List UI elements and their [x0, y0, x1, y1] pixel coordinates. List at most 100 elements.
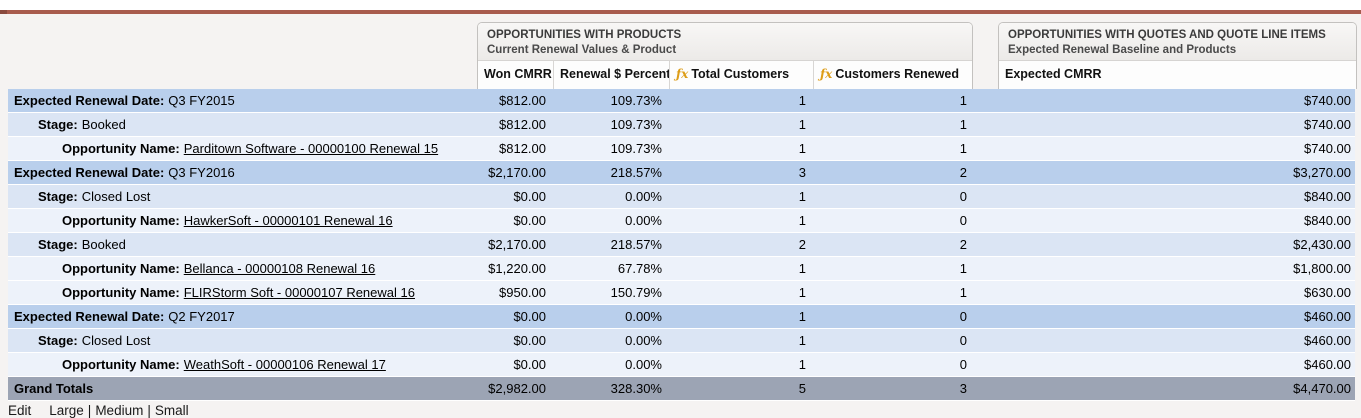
table-row: Expected Renewal Date: Q3 FY2016 $2,170.00… [8, 161, 1355, 185]
cell-renewal-percent: 218.57% [610, 165, 662, 180]
row-label-prefix: Opportunity Name: [62, 357, 180, 372]
table-row: Opportunity Name: HawkerSoft - 00000101 R… [8, 209, 1355, 233]
table-row: Stage: Booked $2,170.00 218.57% 2 2 $2,430.00 [8, 233, 1355, 257]
row-label-prefix: Stage: [38, 189, 78, 204]
row-label-prefix: Opportunity Name: [62, 285, 180, 300]
cell-customers-renewed: 1 [959, 117, 967, 132]
cell-total-customers: 1 [798, 213, 806, 228]
top-accent-bar-end [0, 10, 7, 14]
cell-total-customers: 1 [798, 189, 806, 204]
cell-customers-renewed: 1 [959, 285, 967, 300]
edit-link[interactable]: Edit [8, 403, 32, 418]
block-quotes-column-headers: Expected CMRR [999, 61, 1356, 89]
column-header-total-customers[interactable]: ƒx Total Customers [669, 61, 813, 89]
cell-expected-cmrr: $2,430.00 [1293, 237, 1351, 252]
row-label: Stage: Booked [8, 113, 477, 136]
cell-renewal-percent: 218.57% [610, 237, 662, 252]
table-row: Opportunity Name: FLIRStorm Soft - 000001… [8, 281, 1355, 305]
cell-won-cmrr: $0.00 [513, 357, 546, 372]
row-label-prefix: Opportunity Name: [62, 261, 180, 276]
cell-total-customers: 1 [798, 117, 806, 132]
row-label: Opportunity Name: Bellanca - 00000108 Ren… [8, 257, 477, 280]
row-label-value: Booked [81, 237, 126, 252]
cell-won-cmrr: $2,170.00 [488, 165, 546, 180]
top-white-strip [0, 0, 1361, 10]
block-title: OPPORTUNITIES WITH PRODUCTS [487, 29, 682, 41]
cell-customers-renewed: 0 [959, 189, 967, 204]
block-title: OPPORTUNITIES WITH QUOTES AND QUOTE LINE… [1008, 29, 1326, 41]
formula-icon: ƒx [820, 67, 833, 81]
cell-customers-renewed: 1 [959, 93, 967, 108]
cell-expected-cmrr: $840.00 [1304, 213, 1351, 228]
opportunity-link[interactable]: FLIRStorm Soft - 00000107 Renewal 16 [183, 285, 415, 300]
top-accent-bar [0, 10, 1361, 14]
cell-customers-renewed: 1 [959, 261, 967, 276]
cell-expected-cmrr: $740.00 [1304, 93, 1351, 108]
table-row: Stage: Booked $812.00 109.73% 1 1 $740.00 [8, 113, 1355, 137]
report-footer: Edit Large | Medium | Small [8, 403, 189, 418]
column-header-customers-renewed[interactable]: ƒx Customers Renewed [813, 61, 972, 89]
row-label-prefix: Stage: [38, 333, 78, 348]
cell-customers-renewed: 0 [959, 309, 967, 324]
cell-renewal-percent: 109.73% [610, 93, 662, 108]
column-header-expected-cmrr[interactable]: Expected CMRR [1005, 67, 1102, 81]
cell-expected-cmrr: $460.00 [1304, 309, 1351, 324]
row-label-value: Closed Lost [81, 333, 151, 348]
size-large-link[interactable]: Large [49, 403, 84, 418]
row-label-value: Closed Lost [81, 189, 151, 204]
cell-renewal-percent: 109.73% [610, 117, 662, 132]
block-products-column-headers: Won CMRR Renewal $ Percent ƒx Total Custo… [478, 61, 972, 89]
cell-total-customers: 1 [798, 285, 806, 300]
cell-total-customers: 1 [798, 309, 806, 324]
cell-renewal-percent: 0.00% [625, 333, 662, 348]
cell-total-customers: 1 [798, 357, 806, 372]
row-label-value: Booked [81, 117, 126, 132]
row-label: Expected Renewal Date: Q2 FY2017 [8, 305, 477, 328]
cell-renewal-percent: 0.00% [625, 357, 662, 372]
column-header-won-cmrr[interactable]: Won CMRR [484, 67, 552, 81]
cell-won-cmrr: $1,220.00 [488, 261, 546, 276]
table-row: Stage: Closed Lost $0.00 0.00% 1 0 $460.00 [8, 329, 1355, 353]
row-label: Opportunity Name: HawkerSoft - 00000101 R… [8, 209, 477, 232]
opportunity-link[interactable]: HawkerSoft - 00000101 Renewal 16 [183, 213, 393, 228]
block-subtitle: Current Renewal Values & Product [487, 44, 677, 56]
row-label: Stage: Closed Lost [8, 185, 477, 208]
cell-won-cmrr: $0.00 [513, 189, 546, 204]
row-label-value: Q3 FY2016 [168, 165, 235, 180]
row-label-prefix: Expected Renewal Date: [14, 165, 165, 180]
cell-won-cmrr: $812.00 [499, 93, 546, 108]
row-label-prefix: Expected Renewal Date: [14, 309, 165, 324]
report-body: Expected Renewal Date: Q3 FY2015 $812.00 10… [8, 89, 1355, 401]
cell-renewal-percent: 109.73% [610, 141, 662, 156]
cell-total-customers: 3 [798, 165, 806, 180]
opportunity-link[interactable]: Bellanca - 00000108 Renewal 16 [183, 261, 376, 276]
table-row: Opportunity Name: WeathSoft - 00000106 Re… [8, 353, 1355, 377]
cell-won-cmrr: $2,982.00 [488, 381, 546, 396]
size-medium-link[interactable]: Medium [95, 403, 144, 418]
cell-renewal-percent: 67.78% [617, 261, 662, 276]
row-label-prefix: Grand Totals [14, 381, 94, 396]
column-header-renewal-percent[interactable]: Renewal $ Percent [553, 61, 669, 89]
table-row: Expected Renewal Date: Q2 FY2017 $0.00 0.00… [8, 305, 1355, 329]
table-row: Expected Renewal Date: Q3 FY2015 $812.00 10… [8, 89, 1355, 113]
row-label: Opportunity Name: Parditown Software - 00… [8, 137, 477, 160]
block-products-panel: OPPORTUNITIES WITH PRODUCTS Current Rene… [477, 22, 973, 89]
cell-won-cmrr: $950.00 [499, 285, 546, 300]
cell-won-cmrr: $0.00 [513, 213, 546, 228]
cell-total-customers: 1 [798, 93, 806, 108]
cell-customers-renewed: 0 [959, 213, 967, 228]
opportunity-link[interactable]: Parditown Software - 00000100 Renewal 15 [183, 141, 439, 156]
opportunity-link[interactable]: WeathSoft - 00000106 Renewal 17 [183, 357, 386, 372]
row-label-prefix: Expected Renewal Date: [14, 93, 165, 108]
block-products-header: OPPORTUNITIES WITH PRODUCTS Current Rene… [478, 23, 972, 61]
footer-separator: | [87, 403, 92, 418]
cell-total-customers: 1 [798, 141, 806, 156]
cell-won-cmrr: $812.00 [499, 141, 546, 156]
size-small-link[interactable]: Small [154, 403, 189, 418]
block-quotes-panel: OPPORTUNITIES WITH QUOTES AND QUOTE LINE… [998, 22, 1357, 89]
cell-renewal-percent: 0.00% [625, 213, 662, 228]
cell-customers-renewed: 1 [959, 141, 967, 156]
cell-expected-cmrr: $4,470.00 [1293, 381, 1351, 396]
table-row: Opportunity Name: Parditown Software - 00… [8, 137, 1355, 161]
cell-customers-renewed: 0 [959, 333, 967, 348]
